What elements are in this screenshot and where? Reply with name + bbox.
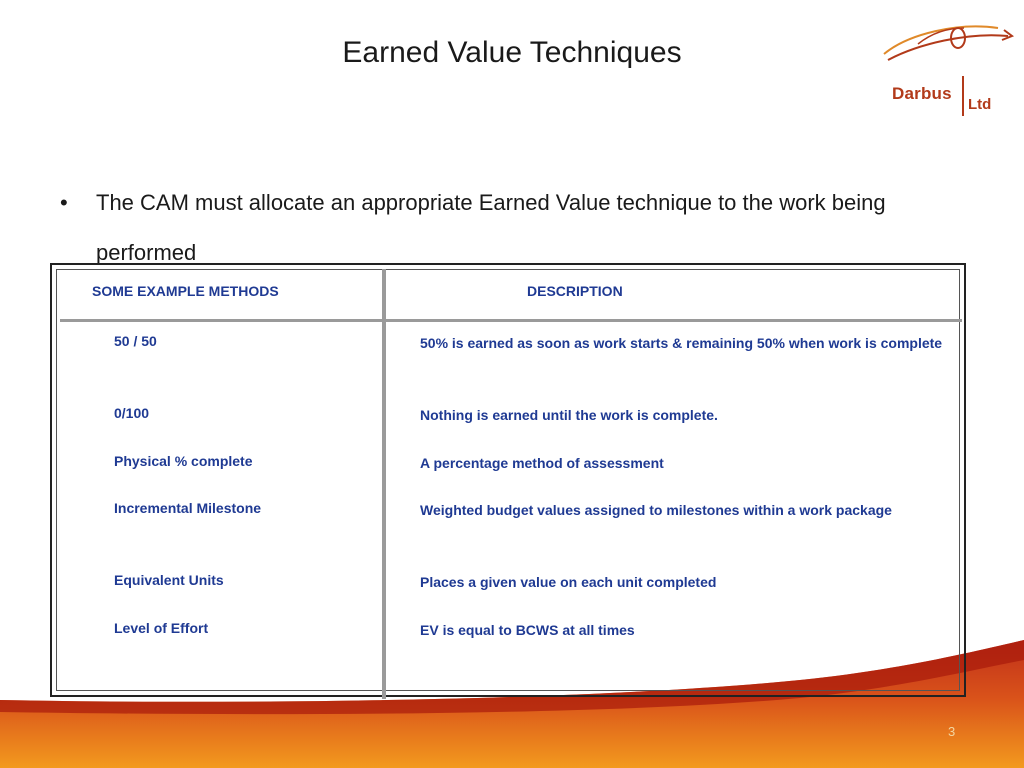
method-cell: 50 / 50 [114, 333, 157, 349]
logo-divider [962, 76, 964, 116]
bullet-dot-icon: • [60, 190, 68, 215]
page-number: 3 [948, 724, 956, 739]
method-cell: 0/100 [114, 405, 150, 421]
method-cell: Physical % complete [114, 453, 253, 469]
methods-table: SOME EXAMPLE METHODS DESCRIPTION 50 / 50… [50, 263, 966, 699]
method-cell: Equivalent Units [114, 572, 224, 588]
logo-name: Darbus [892, 84, 952, 103]
description-cell: A percentage method of assessment [420, 455, 664, 471]
description-cell: EV is equal to BCWS at all times [420, 622, 635, 638]
description-cell: 50% is earned as soon as work starts & r… [420, 335, 943, 351]
table-inner-border [56, 269, 960, 691]
description-cell: Nothing is earned until the work is comp… [420, 407, 718, 423]
bullet-point: • The CAM must allocate an appropriate E… [60, 178, 980, 278]
slide-title: Earned Value Techniques [342, 36, 682, 69]
bullet-text: The CAM must allocate an appropriate Ear… [96, 190, 886, 265]
logo-suffix: Ltd [968, 96, 992, 113]
column-divider [382, 269, 386, 699]
description-cell: Weighted budget values assigned to miles… [420, 502, 892, 518]
header-description: DESCRIPTION [527, 283, 623, 299]
description-cell: Places a given value on each unit comple… [420, 574, 717, 590]
method-cell: Incremental Milestone [114, 500, 262, 516]
header-divider [60, 319, 962, 322]
method-cell: Level of Effort [114, 620, 209, 636]
company-logo: Darbus Ltd [878, 14, 1018, 116]
header-methods: SOME EXAMPLE METHODS [92, 283, 279, 299]
swoosh-icon [883, 25, 1015, 61]
